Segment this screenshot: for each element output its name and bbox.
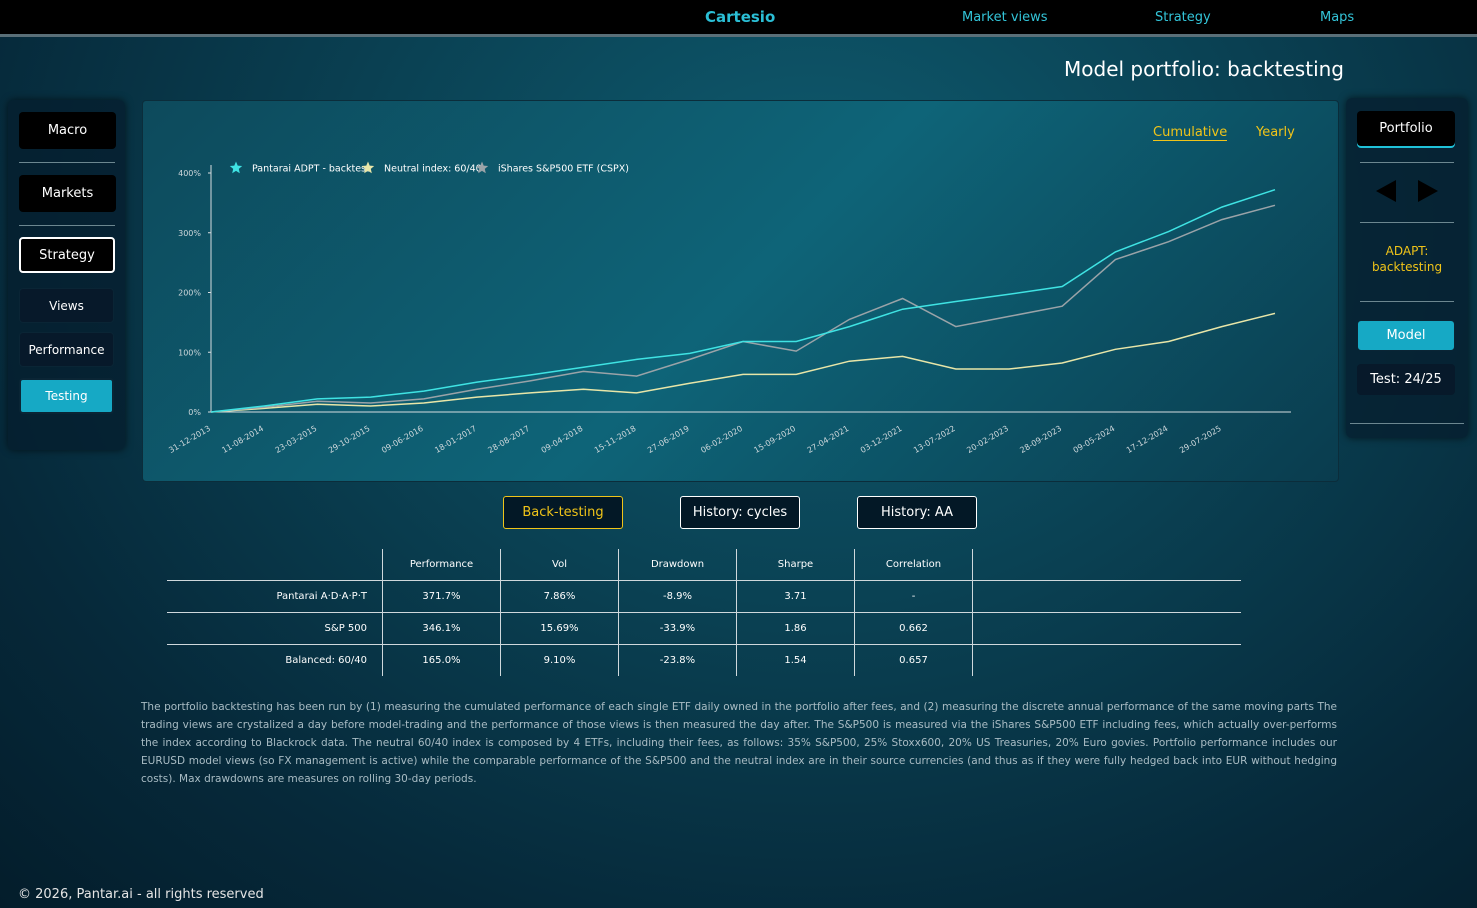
x-tick-label: 13-07-2022 bbox=[912, 424, 957, 455]
table-cell: -8.9% bbox=[618, 580, 737, 613]
portfolio-button[interactable]: Portfolio bbox=[1357, 111, 1455, 146]
brand[interactable]: Cartesio bbox=[705, 8, 776, 26]
y-tick-label: 300% bbox=[178, 229, 201, 238]
table-cell bbox=[972, 612, 1241, 645]
tab[interactable]: History: cycles bbox=[680, 496, 800, 529]
tab[interactable]: History: AA bbox=[857, 496, 977, 529]
table-cell bbox=[972, 580, 1241, 613]
pager-arrows[interactable] bbox=[1376, 178, 1438, 204]
x-tick-label: 06-02-2020 bbox=[699, 424, 744, 455]
table-cell: 1.86 bbox=[736, 612, 855, 645]
x-tick-label: 27-04-2021 bbox=[806, 424, 851, 455]
header-cell: Performance bbox=[382, 549, 501, 581]
header-cell: Correlation bbox=[854, 549, 973, 581]
x-tick-label: 20-02-2023 bbox=[965, 424, 1010, 455]
x-tick-label: 17-12-2024 bbox=[1125, 424, 1170, 455]
legend-label: Pantarai ADPT - backtest bbox=[252, 164, 370, 175]
table-row: S&P 500 346.1% 15.69% -33.9% 1.86 0.662 bbox=[167, 612, 1241, 645]
right-sidebar: Portfolio ADAPT: backtesting Model Test:… bbox=[1346, 98, 1468, 438]
x-tick-label: 27-06-2019 bbox=[646, 424, 691, 455]
legend-marker bbox=[475, 161, 489, 174]
row-label: S&P 500 bbox=[167, 612, 383, 645]
tab[interactable]: Back-testing bbox=[503, 496, 623, 529]
series-line bbox=[210, 204, 1276, 413]
table-cell: 3.71 bbox=[736, 580, 855, 613]
table-cell: 346.1% bbox=[382, 612, 501, 645]
x-tick-label: 28-09-2023 bbox=[1018, 424, 1063, 455]
nav-link[interactable]: Market views bbox=[962, 10, 1048, 25]
x-tick-label: 09-06-2016 bbox=[380, 424, 425, 455]
table-cell: 0.662 bbox=[854, 612, 973, 645]
series-line bbox=[210, 312, 1276, 413]
chart-tab[interactable]: Yearly bbox=[1256, 125, 1295, 140]
x-tick-label: 31-12-2013 bbox=[167, 424, 212, 455]
caption: ADAPT: backtesting bbox=[1371, 244, 1443, 274]
y-tick-label: 400% bbox=[178, 169, 201, 178]
page-title: Model portfolio: backtesting bbox=[1064, 57, 1344, 81]
table-cell: - bbox=[854, 580, 973, 613]
legend-marker bbox=[361, 161, 375, 174]
x-tick-label: 29-07-2025 bbox=[1178, 424, 1223, 455]
table-cell: 1.54 bbox=[736, 644, 855, 676]
nav-link[interactable]: Maps bbox=[1320, 10, 1355, 25]
left-sidebar: Macro Markets Strategy Views Performance… bbox=[8, 100, 125, 450]
chart-panel: Cumulative Yearly 0% 100% 200% 300% 400% 31-1… bbox=[142, 100, 1339, 482]
test-button[interactable]: Test: 24/25 bbox=[1357, 364, 1455, 395]
x-tick-label: 03-12-2021 bbox=[859, 424, 904, 455]
top-bar: Cartesio Market views Strategy Maps bbox=[0, 0, 1477, 37]
nav-button[interactable]: Testing bbox=[19, 378, 114, 414]
table-cell: 371.7% bbox=[382, 580, 501, 613]
nav-button[interactable]: Performance bbox=[19, 332, 114, 367]
x-tick-label: 15-09-2020 bbox=[752, 424, 797, 455]
footer: © 2026, Pantar.ai - all rights reserved bbox=[18, 887, 264, 902]
x-tick-label: 18-01-2017 bbox=[433, 424, 478, 455]
x-tick-label: 15-11-2018 bbox=[593, 424, 638, 455]
table-cell: 7.86% bbox=[500, 580, 619, 613]
header-cell bbox=[167, 549, 383, 581]
y-tick-label: 100% bbox=[178, 348, 201, 357]
chart-tab[interactable]: Cumulative bbox=[1153, 125, 1228, 141]
table-cell: 0.657 bbox=[854, 644, 973, 676]
legend-label: iShares S&P500 ETF (CSPX) bbox=[498, 164, 629, 175]
table-cell: -33.9% bbox=[618, 612, 737, 645]
series-line bbox=[210, 188, 1276, 413]
table-row: Pantarai A·D·A·P·T 371.7% 7.86% -8.9% 3.71- bbox=[167, 580, 1241, 613]
nav-button[interactable]: Views bbox=[19, 288, 114, 323]
x-tick-label: 09-04-2018 bbox=[540, 424, 585, 455]
methodology-note: The portfolio backtesting has been run b… bbox=[141, 701, 1337, 785]
nav-button[interactable]: Markets bbox=[19, 175, 116, 212]
x-tick-label: 11-08-2014 bbox=[220, 424, 265, 455]
header-cell: Vol bbox=[500, 549, 619, 581]
nav-button[interactable]: Strategy bbox=[19, 237, 115, 273]
header-cell: Drawdown bbox=[618, 549, 737, 581]
row-label: Pantarai A·D·A·P·T bbox=[167, 580, 383, 613]
table-row: Balanced: 60/40 165.0% 9.10% -23.8% 1.54 0.65… bbox=[167, 644, 1241, 676]
chart: 0% 100% 200% 300% 400% 31-12-2013 11-08-2014 23… bbox=[167, 161, 1291, 455]
table-header: Performance Vol Drawdown Sharpe Correlation bbox=[167, 549, 1241, 581]
nav-button[interactable]: Macro bbox=[19, 112, 116, 149]
row-label: Balanced: 60/40 bbox=[167, 644, 383, 676]
y-tick-label: 0% bbox=[188, 408, 201, 417]
nav-link[interactable]: Strategy bbox=[1155, 10, 1211, 25]
x-tick-label: 23-03-2015 bbox=[274, 424, 319, 455]
legend-marker bbox=[229, 161, 243, 174]
x-tick-label: 29-10-2015 bbox=[327, 424, 372, 455]
table-cell bbox=[972, 644, 1241, 676]
table-cell: 9.10% bbox=[500, 644, 619, 676]
header-cell: Sharpe bbox=[736, 549, 855, 581]
table-cell: 165.0% bbox=[382, 644, 501, 676]
y-tick-label: 200% bbox=[178, 289, 201, 298]
table-cell: -23.8% bbox=[618, 644, 737, 676]
stats-table: Performance Vol Drawdown Sharpe Correlation P… bbox=[167, 549, 1241, 676]
x-tick-label: 28-08-2017 bbox=[486, 424, 531, 455]
model-button[interactable]: Model bbox=[1357, 320, 1455, 351]
header-cell bbox=[973, 549, 1242, 581]
x-tick-label: 09-05-2024 bbox=[1072, 424, 1117, 455]
legend-label: Neutral index: 60/40 bbox=[384, 164, 482, 175]
table-cell: 15.69% bbox=[500, 612, 619, 645]
